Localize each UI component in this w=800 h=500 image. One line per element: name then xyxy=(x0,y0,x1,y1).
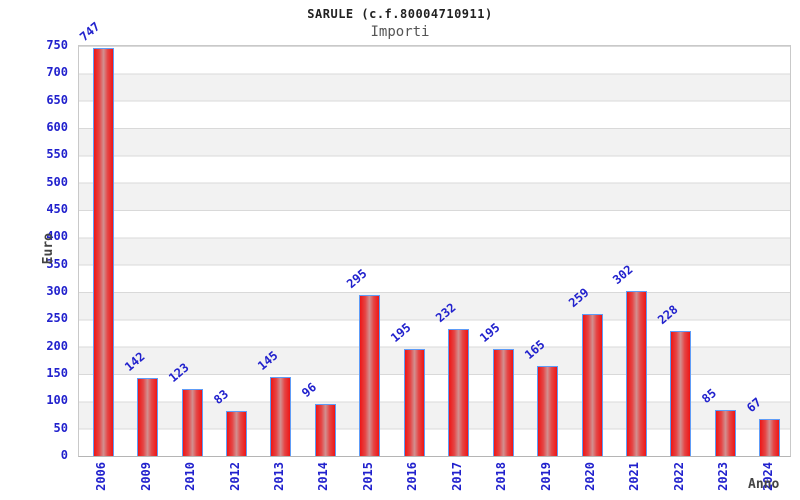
y-tick-label: 600 xyxy=(46,120,68,134)
y-tick-label: 400 xyxy=(46,229,68,244)
chart-subtitle: Importi xyxy=(370,24,430,40)
y-tick-label: 450 xyxy=(46,202,68,216)
bar-value-label: 142 xyxy=(121,349,148,375)
bar-2020 xyxy=(581,314,603,456)
bar-value-label: 232 xyxy=(432,300,459,326)
bar-value-label: 195 xyxy=(388,320,414,346)
y-tick-label: 300 xyxy=(46,284,68,298)
bar-2017 xyxy=(448,329,470,456)
bar-2013 xyxy=(270,376,292,456)
bar-value-label: 259 xyxy=(566,285,592,311)
y-tick-label: 750 xyxy=(46,38,68,52)
bar-value-label: 302 xyxy=(610,262,637,287)
y-tick-label: 550 xyxy=(46,147,68,162)
y-axis-ticks: 0 50 100 150 200 250 300 350 400 450 500 550 600 650 7… xyxy=(0,38,68,462)
x-tick-label: 2014 xyxy=(316,462,331,491)
bar-2010 xyxy=(181,388,203,456)
bar-value-label: 145 xyxy=(254,348,281,373)
bar-2018 xyxy=(492,349,514,456)
y-tick-label: 0 xyxy=(60,448,68,462)
bar-2024 xyxy=(759,419,781,456)
bar-2016 xyxy=(403,349,425,456)
x-tick-label: 2009 xyxy=(138,462,153,491)
x-axis-labels: 2006 2009 2010 2012 2013 2014 2015 2016 2017 2018… xyxy=(78,456,789,500)
y-tick-label: 100 xyxy=(46,393,68,408)
bar-2021 xyxy=(625,290,647,456)
x-tick-label: 2022 xyxy=(671,462,686,491)
plot-area: 747 142 123 83 145 96 295 195 232 195 165 259 302 228… xyxy=(77,19,791,457)
x-tick-label: 2019 xyxy=(538,462,553,491)
x-tick-label: 2018 xyxy=(494,462,509,491)
bar-value-label: 295 xyxy=(343,266,370,291)
bar-2022 xyxy=(670,331,692,456)
bar-value-label: 165 xyxy=(521,337,548,362)
x-axis-title: Anno xyxy=(748,477,780,492)
x-tick-label: 2010 xyxy=(183,462,198,491)
y-tick-label: 350 xyxy=(46,256,68,271)
y-tick-label: 700 xyxy=(46,65,68,80)
bar-2006 xyxy=(92,47,114,456)
bar-value-label: 96 xyxy=(299,379,320,400)
bar-value-label: 123 xyxy=(166,360,192,385)
bar-2019 xyxy=(537,365,559,456)
y-tick-label: 150 xyxy=(46,366,68,380)
bar-value-label: 195 xyxy=(477,320,503,346)
chart-title: SARULE (c.f.80004710911) xyxy=(307,7,493,21)
y-tick-label: 500 xyxy=(46,174,68,189)
x-tick-label: 2023 xyxy=(716,462,731,491)
x-tick-label: 2016 xyxy=(405,462,420,491)
x-tick-label: 2012 xyxy=(227,462,242,491)
x-tick-label: 2015 xyxy=(360,462,375,491)
bar-value-label: 83 xyxy=(210,386,231,407)
y-tick-label: 650 xyxy=(46,92,68,107)
bar-2015 xyxy=(359,294,381,456)
y-tick-label: 250 xyxy=(46,311,68,326)
y-tick-label: 200 xyxy=(46,338,68,353)
bar-2023 xyxy=(714,409,736,456)
y-axis-title: Euro xyxy=(41,233,56,265)
x-tick-label: 2013 xyxy=(271,462,286,491)
bar-2014 xyxy=(314,403,336,456)
bar-2009 xyxy=(137,378,159,456)
x-tick-label: 2021 xyxy=(627,462,642,491)
bar-2012 xyxy=(226,410,248,456)
y-tick-label: 50 xyxy=(53,420,68,435)
bar-value-label: 85 xyxy=(699,385,720,406)
bar-value-label: 228 xyxy=(654,302,681,328)
x-tick-label: 2006 xyxy=(94,462,109,491)
bar-value-label: 67 xyxy=(743,395,764,416)
x-tick-label: 2017 xyxy=(449,462,464,491)
x-tick-label: 2020 xyxy=(583,462,598,491)
